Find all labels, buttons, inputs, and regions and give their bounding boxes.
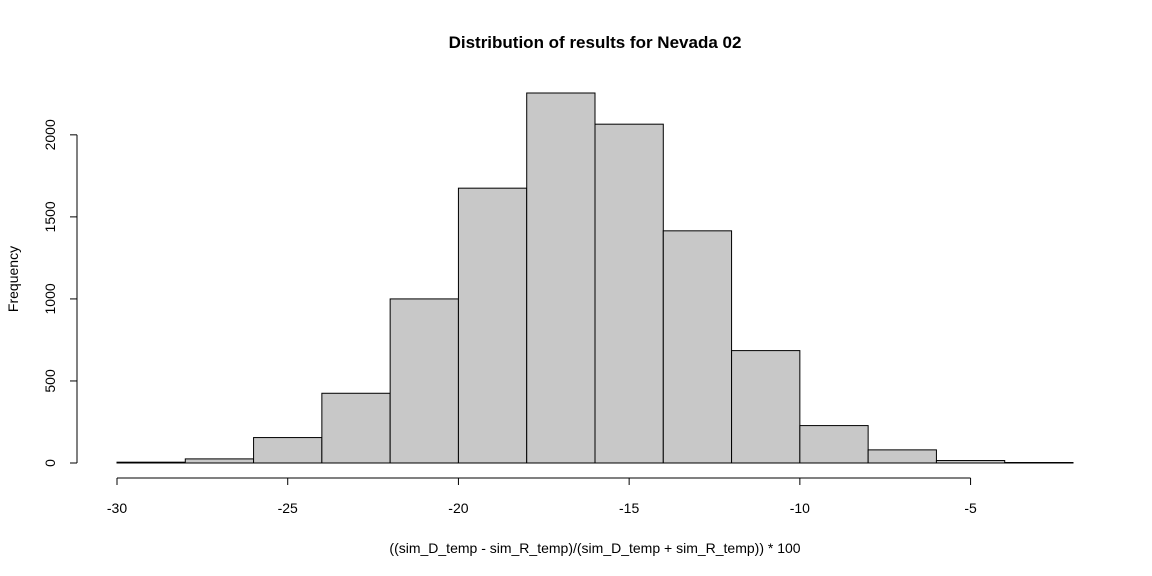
y-axis: 0 500 1000 1500 2000 bbox=[42, 119, 78, 467]
y-tick-label: 0 bbox=[42, 459, 58, 467]
chart-title: Distribution of results for Nevada 02 bbox=[449, 33, 742, 52]
histogram-bar bbox=[662, 230, 733, 464]
y-tick-label: 1500 bbox=[42, 201, 58, 232]
histogram-bar bbox=[526, 92, 596, 464]
x-tick-label: -5 bbox=[964, 500, 977, 516]
histogram-bar bbox=[731, 350, 801, 464]
x-axis-label: ((sim_D_temp - sim_R_temp)/(sim_D_temp +… bbox=[389, 540, 800, 556]
y-tick-label: 1000 bbox=[42, 283, 58, 314]
histogram-bar bbox=[1004, 462, 1074, 464]
histogram-bar bbox=[321, 392, 391, 464]
x-tick-label: -15 bbox=[619, 500, 639, 516]
x-tick-label: -30 bbox=[107, 500, 127, 516]
histogram-bar bbox=[253, 437, 323, 464]
histogram-bar bbox=[935, 460, 1006, 464]
histogram-bar bbox=[184, 458, 255, 464]
histogram-bar bbox=[389, 298, 459, 464]
x-tick-label: -20 bbox=[448, 500, 468, 516]
histogram-bar bbox=[799, 425, 869, 464]
x-axis: -30 -25 -20 -15 -10 -5 bbox=[107, 477, 977, 516]
bars-group bbox=[116, 92, 1074, 464]
histogram-bar bbox=[594, 123, 664, 464]
y-axis-label: Frequency bbox=[5, 246, 21, 312]
histogram-bar bbox=[457, 187, 528, 464]
x-tick-label: -10 bbox=[790, 500, 810, 516]
histogram-bar bbox=[867, 449, 937, 464]
y-tick-label: 2000 bbox=[42, 119, 58, 150]
x-tick-label: -25 bbox=[278, 500, 298, 516]
y-tick-label: 500 bbox=[42, 369, 58, 393]
histogram-bar bbox=[116, 461, 186, 464]
